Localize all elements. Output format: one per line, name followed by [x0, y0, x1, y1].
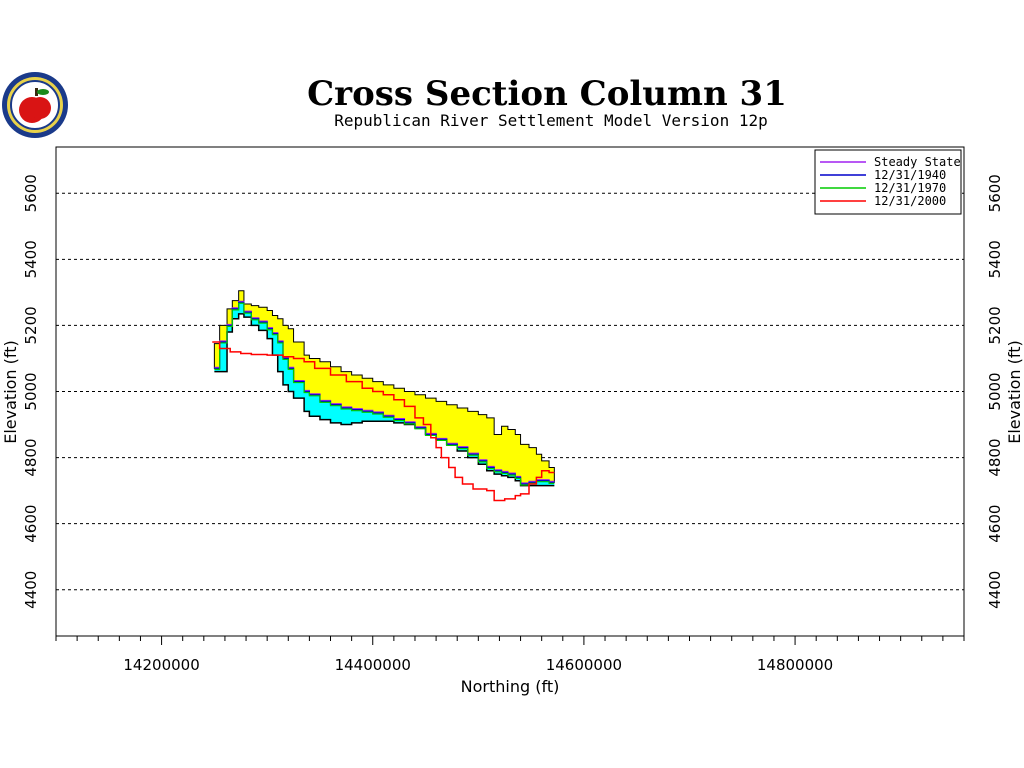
- y-tick-label-left-5600: 5600: [22, 174, 40, 212]
- y-tick-label-left-5000: 5000: [22, 372, 40, 410]
- y-tick-label-right-5400: 5400: [986, 240, 1004, 278]
- legend-label-0: Steady State: [874, 155, 961, 169]
- aquifer-layers: [213, 290, 555, 486]
- y-tick-label-right-5000: 5000: [986, 372, 1004, 410]
- x-tick-label-14600000: 14600000: [546, 656, 622, 674]
- gridlines: [56, 192, 964, 591]
- legend-label-2: 12/31/1970: [874, 181, 946, 195]
- head-line-2: [214, 302, 555, 486]
- legend-label-1: 12/31/1940: [874, 168, 946, 182]
- y-tick-label-left-5200: 5200: [22, 306, 40, 344]
- agency-logo-seal: [2, 72, 68, 138]
- x-tick-label-14800000: 14800000: [757, 656, 833, 674]
- x-minor-ticks: [55, 636, 965, 645]
- x-tick-labels: 14200000 14400000 14600000 14800000: [123, 656, 833, 674]
- y-tick-labels-right: 4400 4600 4800 5000 5200 5400 5600: [986, 174, 1004, 609]
- y-axis-label-left: Elevation (ft): [1, 340, 20, 444]
- x-tick-label-14400000: 14400000: [335, 656, 411, 674]
- y-tick-label-left-5400: 5400: [22, 240, 40, 278]
- x-tick-label-14200000: 14200000: [123, 656, 199, 674]
- y-tick-label-right-4400: 4400: [986, 571, 1004, 609]
- bottom-boundary-line: [214, 313, 555, 487]
- head-lines: [212, 300, 555, 502]
- y-tick-label-right-4800: 4800: [986, 438, 1004, 476]
- y-tick-label-right-4600: 4600: [986, 505, 1004, 543]
- plot-frame: [55, 146, 965, 637]
- legend: Steady State12/31/194012/31/197012/31/20…: [814, 149, 962, 215]
- y-tick-label-right-5200: 5200: [986, 306, 1004, 344]
- y-tick-label-left-4800: 4800: [22, 438, 40, 476]
- legend-label-3: 12/31/2000: [874, 194, 946, 208]
- y-tick-labels-left: 4400 4600 4800 5000 5200 5400 5600: [22, 174, 40, 609]
- head-line-2000: [212, 341, 555, 502]
- y-tick-label-right-5600: 5600: [986, 174, 1004, 212]
- legend-box: [814, 149, 962, 215]
- x-axis-label: Northing (ft): [461, 677, 560, 696]
- layer-upper-fill: [213, 290, 555, 485]
- y-tick-label-left-4400: 4400: [22, 571, 40, 609]
- chart-subtitle: Republican River Settlement Model Versio…: [334, 111, 767, 130]
- chart-title: Cross Section Column 31: [307, 74, 787, 114]
- y-axis-label-right: Elevation (ft): [1005, 340, 1024, 444]
- y-tick-label-left-4600: 4600: [22, 505, 40, 543]
